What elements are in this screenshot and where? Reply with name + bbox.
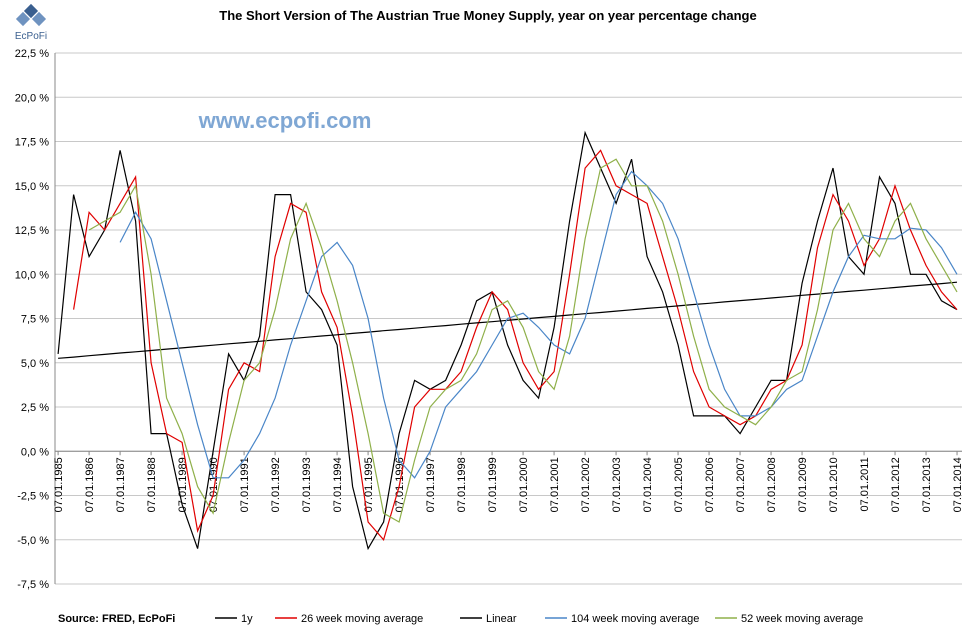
x-tick-label: 07.01.1988: [146, 457, 158, 512]
y-tick-label: 7,5 %: [21, 314, 49, 326]
x-tick-label: 07.01.2014: [952, 457, 964, 512]
x-tick-label: 07.01.2003: [611, 457, 623, 512]
x-tick-label: 07.01.1997: [425, 457, 437, 512]
x-tick-label: 07.01.2000: [518, 457, 530, 512]
series-line: [57, 130, 958, 551]
x-tick-label: 07.01.1998: [456, 457, 468, 512]
x-tick-label: 07.01.2012: [890, 457, 902, 512]
x-tick-label: 07.01.1986: [84, 457, 96, 512]
x-tick-label: 07.01.2013: [921, 457, 933, 512]
y-tick-label: 22,5 %: [15, 48, 49, 60]
x-tick-label: 07.01.2002: [580, 457, 592, 512]
x-tick-label: 07.01.1994: [332, 457, 344, 512]
y-tick-label: 10,0 %: [15, 269, 49, 281]
source: Source: FRED, EcPoFi: [58, 613, 175, 625]
x-tick-label: 07.01.1992: [270, 457, 282, 512]
watermark: www.ecpofi.com: [198, 108, 372, 133]
series-line: [119, 170, 958, 479]
series-line: [73, 149, 958, 542]
x-tick-label: 07.01.2007: [735, 457, 747, 512]
legend-label: 104 week moving average: [571, 613, 699, 625]
x-tick-label: 07.01.1999: [487, 457, 499, 512]
chart-title: The Short Version of The Austrian True M…: [219, 8, 756, 23]
x-tick-label: 07.01.1996: [394, 457, 406, 512]
x-tick-label: 07.01.2011: [859, 457, 871, 511]
series-line: [58, 281, 958, 359]
y-tick-label: -5,0 %: [17, 535, 49, 547]
x-tick-label: 07.01.1993: [301, 457, 313, 512]
legend-label: 26 week moving average: [301, 613, 423, 625]
x-tick-label: 07.01.2005: [673, 457, 685, 512]
logo-text: EcPoFi: [15, 31, 47, 42]
x-tick-label: 07.01.1987: [115, 457, 127, 512]
y-tick-label: 12,5 %: [15, 225, 49, 237]
y-tick-label: 20,0 %: [15, 92, 49, 104]
x-tick-label: 07.01.1989: [177, 457, 189, 512]
x-tick-label: 07.01.2008: [766, 457, 778, 512]
y-tick-label: -2,5 %: [17, 491, 49, 503]
legend-label: 1y: [241, 613, 253, 625]
legend-label: 52 week moving average: [741, 613, 863, 625]
series-line: [88, 158, 958, 523]
x-tick-label: 07.01.2004: [642, 457, 654, 512]
y-tick-label: 2,5 %: [21, 402, 49, 414]
y-tick-label: 15,0 %: [15, 181, 49, 193]
x-tick-label: 07.01.2009: [797, 457, 809, 512]
y-tick-label: 17,5 %: [15, 137, 49, 149]
x-tick-label: 07.01.2006: [704, 457, 716, 512]
logo-icon: [15, 3, 47, 27]
y-tick-label: 0,0 %: [21, 446, 49, 458]
x-tick-label: 07.01.1985: [53, 457, 65, 512]
y-tick-label: 5,0 %: [21, 358, 49, 370]
x-tick-label: 07.01.1995: [363, 457, 375, 512]
y-tick-label: -7,5 %: [17, 579, 49, 591]
x-tick-label: 07.01.2010: [828, 457, 840, 512]
x-tick-label: 07.01.2001: [549, 457, 561, 512]
legend-label: Linear: [486, 613, 517, 625]
x-tick-label: 07.01.1991: [239, 457, 251, 512]
